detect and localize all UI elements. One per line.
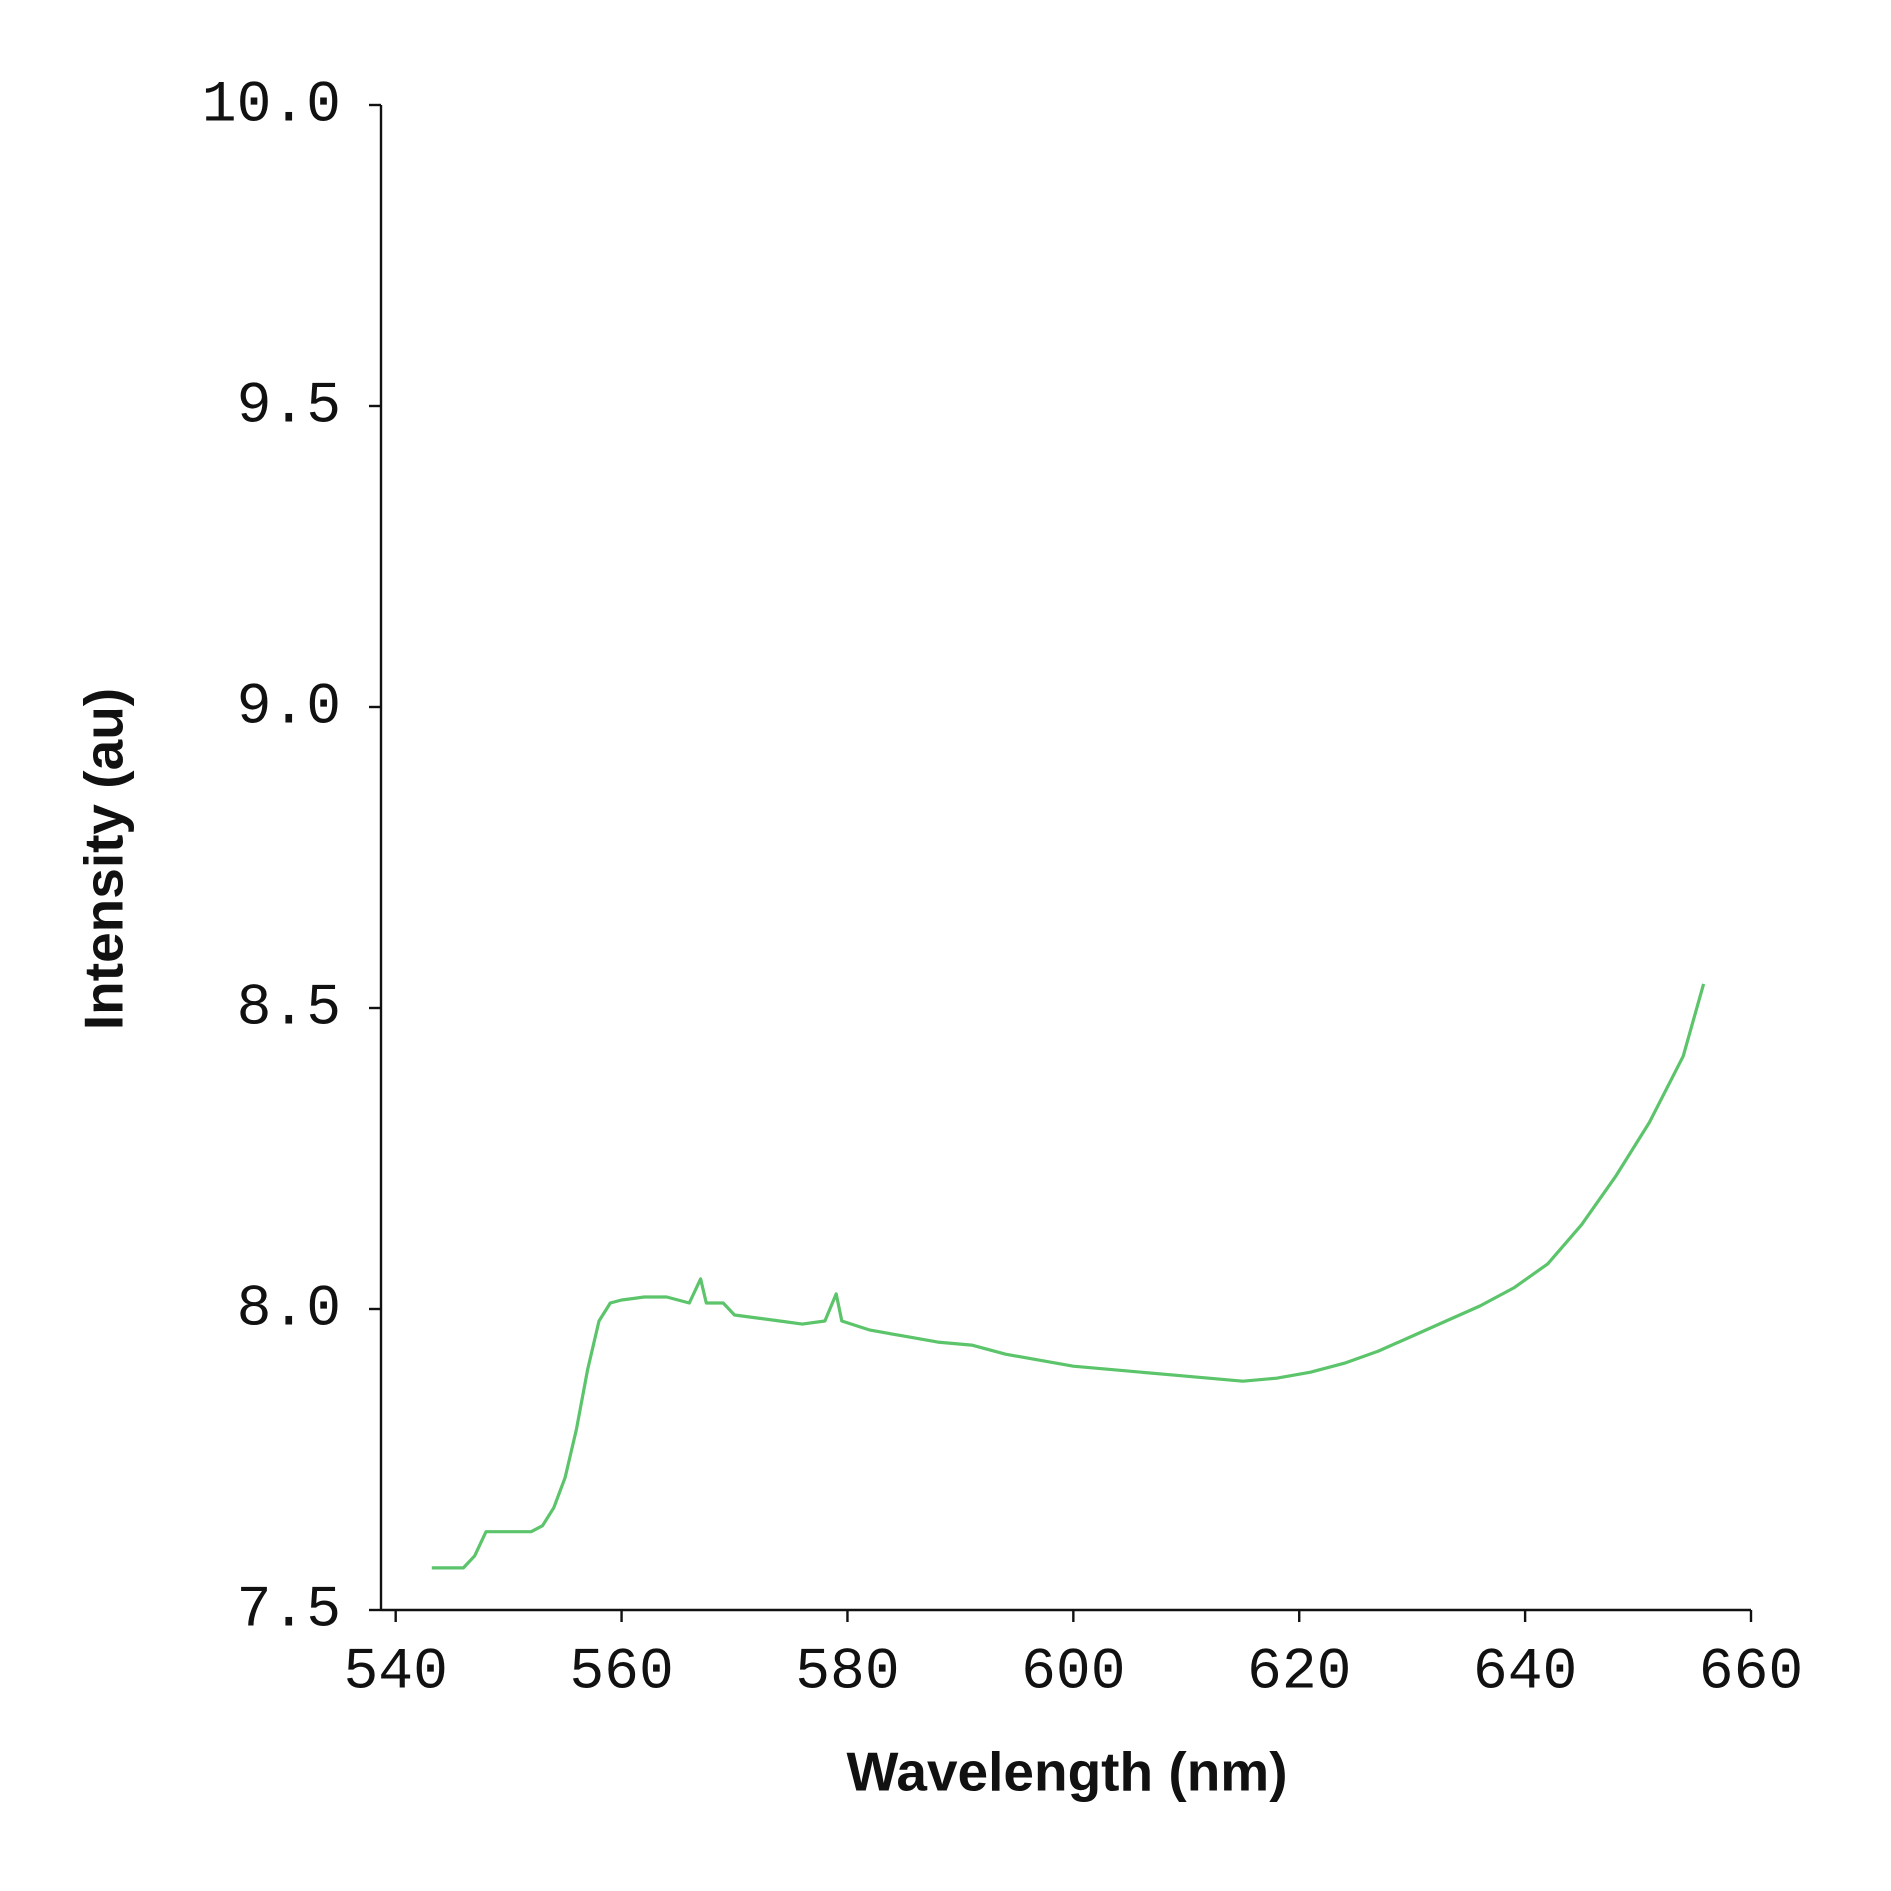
y-axis-label: Intensity (au): [73, 688, 135, 1030]
data-line: [431, 983, 1706, 1570]
y-tick-label: 8.0: [237, 1277, 341, 1342]
x-tick-label: 560: [569, 1640, 673, 1705]
x-axis-label: Wavelength (nm): [846, 1741, 1287, 1803]
y-tick-label: 10.0: [202, 73, 341, 138]
x-tick-label: 640: [1473, 1640, 1577, 1705]
x-tick-label: 600: [1021, 1640, 1125, 1705]
x-tick-label: 580: [795, 1640, 899, 1705]
x-tick-label: 620: [1247, 1640, 1351, 1705]
x-tick-label: 660: [1699, 1640, 1803, 1705]
y-tick-label: 8.5: [237, 976, 341, 1041]
x-tick-label: 540: [343, 1640, 447, 1705]
y-tick-label: 9.5: [237, 374, 341, 439]
y-tick-label: 9.0: [237, 675, 341, 740]
y-tick-label: 7.5: [237, 1578, 341, 1643]
